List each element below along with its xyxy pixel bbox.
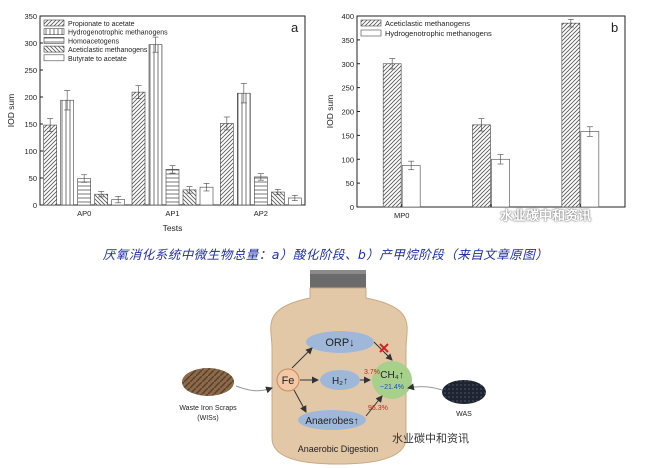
bar [401, 165, 421, 208]
anaerobic-digestion-diagram: ORP↓ Fe H₂↑ CH₄↑ ~21.4% Anaerobes↑ 3.7% … [179, 270, 486, 465]
ch4-bubble [372, 361, 412, 399]
y-tick-label: 350 [341, 36, 354, 45]
h2-bubble [320, 370, 360, 390]
legend-label: Aceticlastic methanogens [385, 19, 470, 28]
panel-label: a [291, 20, 299, 35]
legend-label: Aceticlastic methanogens [68, 47, 148, 54]
y-tick-label: 100 [24, 147, 37, 156]
y-axis-label: IOD sum [6, 94, 16, 128]
legend-label: Homoacetogens [68, 38, 119, 45]
legend-swatch [43, 54, 65, 62]
y-tick-label: 200 [24, 93, 37, 102]
watermark-bottom: 水业碳中和资讯 [392, 432, 469, 445]
anaerobes-pct: 96.3% [368, 405, 388, 412]
bar [580, 131, 600, 208]
legend-swatch [360, 19, 382, 27]
bar [148, 44, 163, 206]
bar [491, 158, 510, 208]
x-tick-label: AP0 [77, 209, 91, 218]
waste-iron-scraps-image [182, 368, 234, 396]
bar [382, 63, 402, 208]
x-tick-label: AP2 [254, 209, 268, 218]
wis-label-line2: (WISs) [197, 415, 218, 422]
bar [561, 22, 581, 208]
legend-label: Hydrogenotrophic methanogens [68, 30, 168, 37]
was-sludge-image [442, 380, 486, 404]
was-label: WAS [456, 411, 472, 418]
orp-label: ORP↓ [325, 337, 354, 349]
fe-bubble [276, 368, 300, 392]
fe-label: Fe [282, 375, 295, 387]
chart-panel-b: 0 50 100 150 200 250 300 350 400 IOD sum b MP0 Aceti… [325, 12, 626, 220]
h2-label: H₂↑ [332, 376, 348, 387]
arrow-was-digester [407, 383, 443, 391]
ch4-pct: ~21.4% [380, 384, 404, 391]
anaerobes-bubble [298, 410, 366, 430]
chart-panel-a: 0 50 100 150 200 250 300 350 IOD sum Tests a AP0 AP1… [6, 12, 306, 233]
bar [131, 91, 146, 206]
blocked-x-icon [379, 343, 389, 353]
bar [165, 169, 180, 206]
y-tick-label: 0 [33, 201, 37, 210]
legend-swatch [43, 28, 65, 36]
bar [254, 176, 268, 206]
legend-swatch [43, 19, 65, 27]
x-tick-label: MP0 [394, 211, 409, 220]
arrow-anaerobes-ch4 [365, 395, 383, 417]
x-tick-label: AP1 [165, 209, 179, 218]
bar [220, 123, 234, 206]
y-tick-label: 50 [346, 179, 354, 188]
bar [237, 92, 251, 206]
y-tick-label: 350 [24, 12, 37, 21]
y-tick-label: 400 [341, 12, 354, 21]
y-tick-label: 0 [350, 203, 354, 212]
wis-label-line1: Waste Iron Scraps [179, 405, 237, 412]
y-tick-label: 100 [341, 155, 354, 164]
y-tick-label: 250 [341, 84, 354, 93]
arrow-fe-anaerobes [293, 389, 307, 413]
bar [43, 124, 57, 206]
legend-label: Hydrogenotrophic methanogens [385, 29, 492, 38]
y-tick-label: 50 [29, 174, 37, 183]
arrow-wis-digester [235, 385, 273, 394]
panel-label: b [611, 20, 618, 35]
anaerobes-label: Anaerobes↑ [305, 416, 358, 427]
y-tick-label: 300 [24, 39, 37, 48]
y-tick-label: 300 [341, 60, 354, 69]
legend-swatch [43, 37, 65, 44]
arrow-fe-orp [291, 347, 313, 369]
orp-bubble [306, 331, 374, 353]
y-tick-label: 150 [341, 131, 354, 140]
x-axis-label: Tests [163, 223, 183, 233]
figure-caption: 厌氧消化系统中微生物总量：a）酸化阶段、b）产甲烷阶段（来自文章原图） [102, 247, 549, 262]
arrow-orp-ch4 [373, 341, 393, 361]
y-tick-label: 200 [341, 108, 354, 117]
watermark-top: 水业碳中和资讯 [500, 209, 592, 224]
digester-label: Anaerobic Digestion [298, 444, 379, 454]
bar [60, 99, 74, 206]
y-tick-label: 150 [24, 120, 37, 129]
legend-label: Butyrate to acetate [68, 56, 127, 63]
bar [472, 124, 491, 208]
ch4-label: CH₄↑ [380, 370, 404, 381]
bottle-cap [310, 270, 366, 288]
legend-swatch [43, 45, 65, 53]
legend-swatch [360, 29, 382, 37]
legend-label: Propionate to acetate [68, 21, 135, 28]
y-axis-label: IOD sum [325, 95, 335, 129]
y-tick-label: 250 [24, 66, 37, 75]
h2-pct: 3.7% [364, 369, 380, 376]
